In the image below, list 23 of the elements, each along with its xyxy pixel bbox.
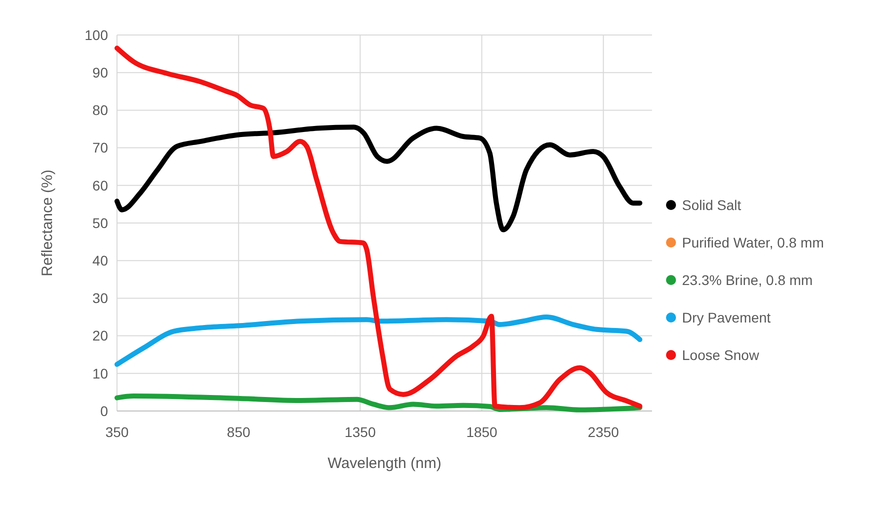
x-tick-label: 2350 bbox=[588, 424, 620, 440]
x-tick-label: 850 bbox=[226, 424, 250, 440]
x-tick-label: 350 bbox=[105, 424, 129, 440]
legend-label: 23.3% Brine, 0.8 mm bbox=[682, 272, 813, 288]
y-tick-label: 10 bbox=[92, 365, 108, 382]
legend-label: Purified Water, 0.8 mm bbox=[682, 234, 824, 250]
y-tick-label: 50 bbox=[92, 214, 108, 231]
legend-label: Loose Snow bbox=[682, 346, 760, 363]
y-tick-label: 20 bbox=[92, 328, 108, 344]
y-tick-label: 40 bbox=[92, 252, 108, 268]
legend-label: Solid Salt bbox=[682, 196, 742, 213]
y-tick-label: 0 bbox=[100, 402, 108, 419]
x-tick-label: 1350 bbox=[344, 424, 376, 440]
y-tick-label: 90 bbox=[92, 64, 108, 80]
y-axis-title: Reflectance (%) bbox=[39, 170, 56, 276]
y-tick-label: 80 bbox=[92, 102, 108, 118]
y-tick-label: 60 bbox=[92, 177, 108, 194]
legend-label: Dry Pavement bbox=[682, 309, 771, 326]
y-tick-label: 30 bbox=[92, 290, 108, 306]
x-axis-title: Wavelength (nm) bbox=[328, 455, 442, 472]
y-tick-label: 100 bbox=[84, 26, 108, 43]
y-tick-label: 70 bbox=[92, 140, 108, 156]
x-tick-label: 1850 bbox=[466, 424, 498, 440]
